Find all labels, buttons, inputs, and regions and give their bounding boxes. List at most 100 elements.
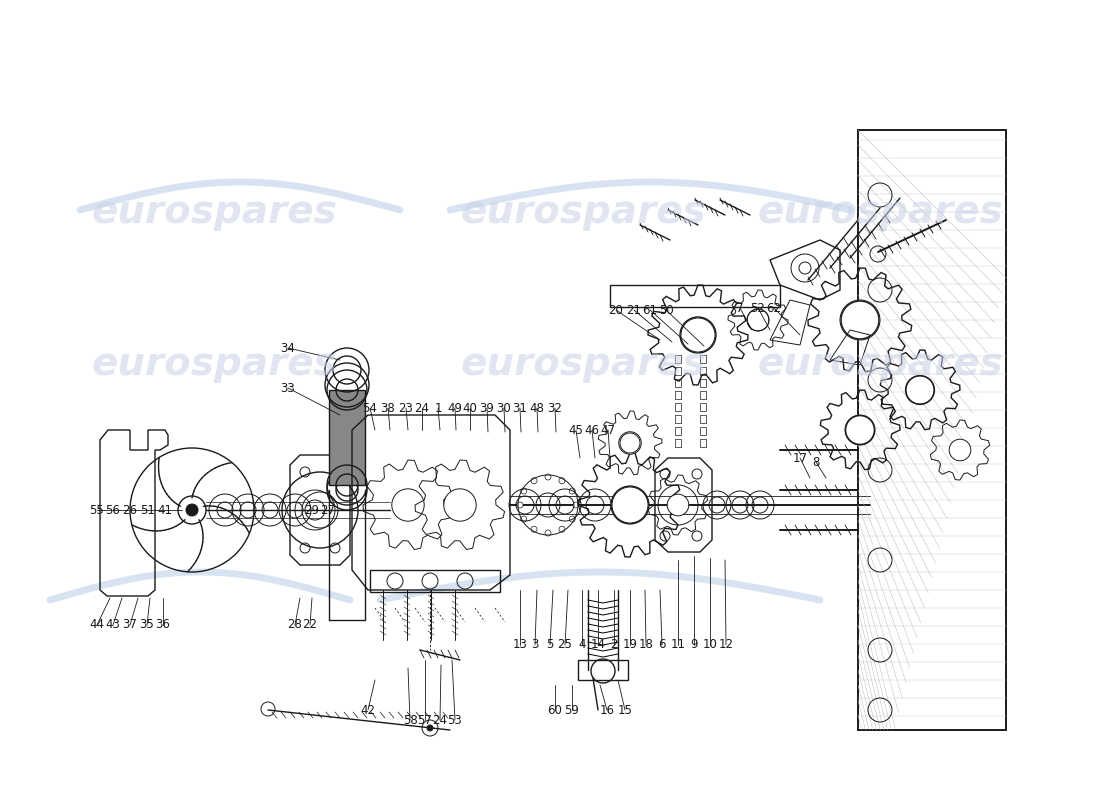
Circle shape <box>573 502 579 508</box>
Text: 33: 33 <box>280 382 296 394</box>
Bar <box>858 130 1006 730</box>
Circle shape <box>559 526 565 532</box>
Circle shape <box>747 309 769 331</box>
Text: 17: 17 <box>792 451 807 465</box>
Text: eurospares: eurospares <box>91 193 338 231</box>
Text: 37: 37 <box>122 618 138 631</box>
Text: 24: 24 <box>415 402 429 414</box>
Text: eurospares: eurospares <box>91 345 338 383</box>
Circle shape <box>846 416 874 444</box>
Text: 23: 23 <box>398 402 414 414</box>
Text: 55: 55 <box>89 503 104 517</box>
Text: 58: 58 <box>403 714 417 726</box>
Text: 50: 50 <box>659 303 673 317</box>
Text: 4: 4 <box>579 638 585 651</box>
Bar <box>675 427 681 435</box>
Text: 25: 25 <box>558 638 572 651</box>
Circle shape <box>949 439 971 461</box>
Text: 14: 14 <box>591 638 605 651</box>
Text: 21: 21 <box>627 303 641 317</box>
Text: 32: 32 <box>548 402 562 414</box>
Circle shape <box>531 478 537 484</box>
Text: 10: 10 <box>703 638 717 651</box>
Bar <box>675 355 681 363</box>
Text: 35: 35 <box>140 618 154 631</box>
Circle shape <box>517 502 522 508</box>
Bar <box>700 427 706 435</box>
Bar <box>700 403 706 411</box>
Text: 53: 53 <box>448 714 462 726</box>
Bar <box>675 439 681 447</box>
Text: 15: 15 <box>617 703 632 717</box>
Text: 20: 20 <box>608 303 624 317</box>
Bar <box>610 285 780 307</box>
Text: 49: 49 <box>448 402 462 414</box>
Bar <box>700 439 706 447</box>
Text: 24: 24 <box>432 714 448 726</box>
Text: 36: 36 <box>155 618 170 631</box>
Bar <box>700 379 706 387</box>
Circle shape <box>427 725 433 731</box>
Text: 3: 3 <box>531 638 539 651</box>
Text: 56: 56 <box>106 503 120 517</box>
Text: 6: 6 <box>658 638 666 651</box>
Text: 54: 54 <box>363 402 377 414</box>
Text: eurospares: eurospares <box>757 193 1003 231</box>
Text: 5: 5 <box>547 638 553 651</box>
Bar <box>578 660 628 680</box>
Bar <box>675 367 681 375</box>
Circle shape <box>186 504 198 516</box>
Text: 9: 9 <box>691 638 697 651</box>
Circle shape <box>668 494 689 516</box>
Text: 41: 41 <box>157 503 173 517</box>
Text: 11: 11 <box>671 638 685 651</box>
Text: 19: 19 <box>623 638 638 651</box>
Circle shape <box>569 516 575 522</box>
Bar <box>700 391 706 399</box>
Text: 42: 42 <box>361 703 375 717</box>
Text: 2: 2 <box>610 638 618 651</box>
Circle shape <box>392 489 425 522</box>
Text: 61: 61 <box>642 303 658 317</box>
Text: 46: 46 <box>584 423 600 437</box>
Bar <box>675 379 681 387</box>
Text: eurospares: eurospares <box>460 193 706 231</box>
Circle shape <box>443 489 476 522</box>
Bar <box>675 403 681 411</box>
Text: 18: 18 <box>639 638 653 651</box>
Text: 59: 59 <box>564 703 580 717</box>
Text: 16: 16 <box>600 703 615 717</box>
Circle shape <box>569 488 575 494</box>
Bar <box>370 570 500 592</box>
Text: 52: 52 <box>750 302 766 314</box>
Text: eurospares: eurospares <box>460 345 706 383</box>
Text: eurospares: eurospares <box>757 345 1003 383</box>
Text: 62: 62 <box>767 302 781 314</box>
Text: 57: 57 <box>418 714 432 726</box>
Text: 13: 13 <box>513 638 527 651</box>
Text: 30: 30 <box>496 402 512 414</box>
Text: 45: 45 <box>569 423 583 437</box>
Text: 31: 31 <box>513 402 527 414</box>
Bar <box>700 355 706 363</box>
Text: 60: 60 <box>548 703 562 717</box>
Text: 34: 34 <box>280 342 296 354</box>
Circle shape <box>612 486 649 524</box>
Circle shape <box>680 317 716 353</box>
Text: 43: 43 <box>106 618 120 631</box>
Circle shape <box>544 474 551 480</box>
Text: 28: 28 <box>287 618 303 631</box>
Bar <box>675 415 681 423</box>
Circle shape <box>618 432 641 454</box>
Text: 47: 47 <box>601 423 616 437</box>
Circle shape <box>520 516 527 522</box>
Circle shape <box>520 488 527 494</box>
Text: 29: 29 <box>305 503 319 517</box>
Text: 12: 12 <box>718 638 734 651</box>
Text: 1: 1 <box>434 402 442 414</box>
Text: 39: 39 <box>480 402 494 414</box>
Text: 38: 38 <box>381 402 395 414</box>
Text: 40: 40 <box>463 402 477 414</box>
Text: 8: 8 <box>812 455 820 469</box>
Text: 27: 27 <box>320 503 336 517</box>
